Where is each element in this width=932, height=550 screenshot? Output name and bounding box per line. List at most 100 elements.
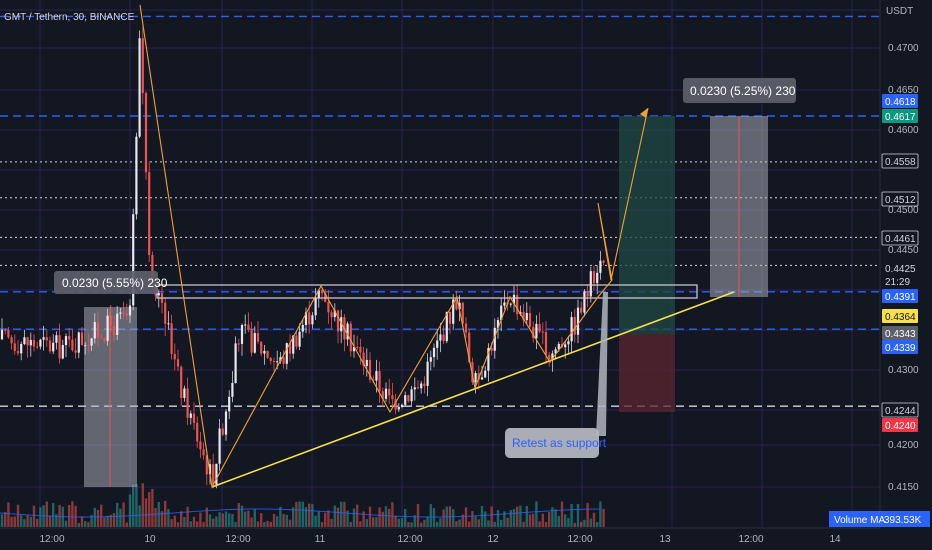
candle-body (557, 344, 560, 350)
position-tool[interactable] (619, 116, 675, 412)
candle-body (308, 312, 311, 325)
volume-bar (304, 507, 308, 527)
candle-body (61, 345, 64, 359)
candle-body (410, 389, 413, 402)
volume-bar (4, 511, 7, 527)
y-tick-label: 0.4650 (888, 85, 919, 96)
candle-body (176, 359, 180, 367)
candle-body (391, 395, 394, 400)
volume-bar (186, 506, 189, 527)
volume-bar (250, 517, 253, 527)
volume-bar (256, 521, 260, 527)
candle-body (570, 317, 573, 342)
candle-body (32, 340, 36, 347)
volume-bar (500, 520, 503, 527)
candle-body (212, 464, 215, 485)
x-tick-label: 13 (659, 534, 671, 545)
candle-body (0, 329, 4, 340)
candle-body (448, 311, 452, 324)
candle-body (551, 353, 554, 360)
candle-body (253, 333, 256, 353)
candle-body (298, 331, 301, 347)
volume-bar (439, 518, 442, 527)
candle-body (20, 344, 23, 354)
candle-body (503, 302, 506, 306)
volume-bar (180, 511, 183, 527)
candle-body (304, 312, 308, 326)
volume-bar (196, 521, 199, 527)
candle-body (13, 343, 16, 352)
candle-body (512, 294, 516, 304)
price-label-text: 0.4343 (885, 329, 916, 340)
volume-bar (509, 509, 512, 527)
candle-body (7, 329, 10, 338)
volume-bar (544, 521, 548, 527)
candle-body (487, 347, 490, 371)
price-label-text: 0.4617 (885, 112, 916, 123)
candle-body (416, 387, 420, 389)
candle-body (474, 373, 477, 383)
candle-body (368, 359, 372, 380)
volume-bar (420, 522, 423, 527)
time-axis[interactable] (0, 528, 932, 550)
candle-body (84, 345, 87, 347)
volume-bar (599, 501, 602, 527)
candle-body (548, 355, 551, 360)
candle-body (122, 312, 125, 314)
candle-body (480, 377, 484, 380)
candle-body (240, 324, 244, 344)
candle-body (231, 383, 234, 397)
volume-bar (144, 498, 148, 527)
volume-bar (90, 514, 93, 527)
volume-bar (423, 519, 426, 527)
candle-body (589, 271, 592, 297)
axis-labels: 0.4700 0.4650 0.4600 0.4500 0.4450 0.4300 0.42… (39, 43, 919, 545)
volume-bar (336, 507, 340, 527)
volume-bar (20, 515, 23, 527)
price-labels: 0.4618 0.4617 0.4558 0.4512 0.4461 0.4425 21:2… (881, 94, 919, 432)
candle-body (279, 357, 282, 362)
candle-body (202, 449, 205, 456)
candle-body (282, 357, 285, 364)
volume-bar (170, 519, 173, 527)
volume-bars (0, 483, 605, 527)
volume-bar (365, 519, 368, 527)
volume-bar (356, 504, 359, 527)
candle-body (544, 332, 548, 356)
candle-body (301, 325, 304, 332)
candle-body (208, 464, 212, 475)
volume-bar (288, 519, 292, 527)
zigzag-pattern[interactable] (139, 4, 649, 489)
volume-bar (269, 521, 272, 527)
candle-body (295, 335, 298, 347)
candle-body (516, 294, 519, 315)
volume-bar (112, 513, 116, 527)
volume-bar (29, 516, 32, 527)
candle-body (564, 344, 567, 348)
price-label-box (881, 402, 919, 418)
x-tick-label: 11 (315, 534, 326, 545)
volume-bar (295, 502, 298, 527)
volume-bar (381, 511, 384, 527)
candle-body (45, 337, 48, 341)
candle-body (477, 373, 480, 380)
candle-body (100, 337, 103, 339)
volume-bar (375, 517, 378, 527)
volume-bar (36, 518, 39, 527)
volume-bar (416, 504, 420, 527)
price-label-text: 0.4425 (885, 264, 916, 275)
volume-bar (189, 521, 192, 527)
candle-body (461, 302, 464, 324)
volume-bar (340, 501, 343, 527)
volume-bar (506, 517, 509, 527)
volume-bar (183, 517, 186, 527)
volume-bar (135, 484, 138, 527)
volume-bar (442, 509, 445, 527)
ascending-trendline[interactable] (211, 291, 735, 488)
candle-body (247, 324, 250, 329)
candle-body (221, 428, 224, 435)
volume-bar (64, 520, 68, 527)
volume-bar (384, 506, 388, 527)
volume-bar (32, 505, 36, 527)
